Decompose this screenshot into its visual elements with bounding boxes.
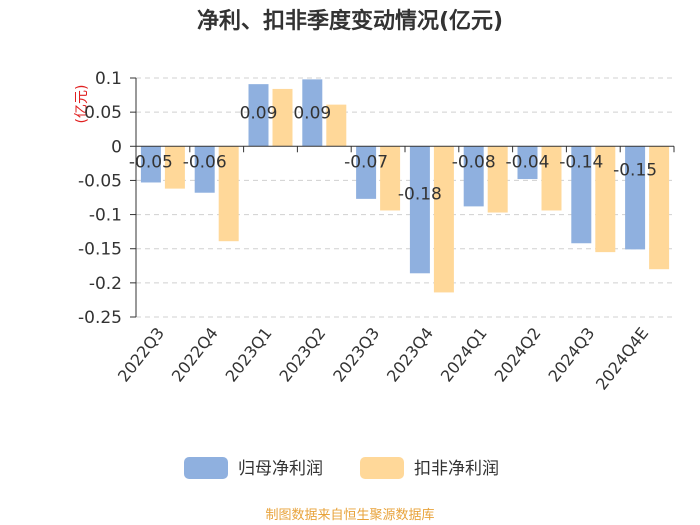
bar-series-2: [649, 146, 670, 270]
category-label: 2022Q3: [114, 324, 168, 386]
category-label: 2024Q4E: [592, 324, 652, 394]
category-label: 2023Q4: [383, 324, 437, 386]
bar-series-1: [248, 84, 269, 147]
bar-series-1: [409, 146, 430, 274]
bar-series-2: [541, 146, 562, 211]
legend-label-series-2: 扣非净利润: [414, 459, 499, 479]
data-label: 0.09: [293, 103, 331, 123]
legend: 归母净利润 扣非净利润: [184, 457, 499, 479]
bar-series-1: [302, 79, 323, 147]
axes: [130, 77, 675, 318]
y-tick-label: -0.1: [89, 206, 122, 226]
bar-series-1: [517, 146, 538, 180]
y-tick-label: -0.15: [78, 240, 122, 260]
y-axis-unit-label: (亿元): [74, 85, 90, 124]
data-label: -0.06: [183, 152, 227, 172]
bars: [140, 79, 670, 293]
category-label: 2023Q2: [275, 324, 329, 386]
y-tick-label: 0: [111, 137, 122, 157]
bar-series-2: [433, 146, 454, 293]
y-tick-label: -0.2: [89, 274, 122, 294]
bar-series-1: [463, 146, 484, 207]
data-label: -0.15: [613, 160, 657, 180]
legend-swatch-series-1: [184, 457, 228, 479]
data-label: -0.04: [506, 152, 550, 172]
bar-series-2: [272, 88, 293, 147]
source-note: 制图数据来自恒生聚源数据库: [265, 507, 434, 523]
y-tick-label: 0.1: [95, 69, 122, 89]
category-labels: 2022Q3 2022Q4 2023Q1 2023Q2 2023Q3 2023Q4 2024…: [114, 324, 652, 394]
y-tick-label: -0.05: [78, 171, 122, 191]
bar-series-1: [571, 146, 592, 244]
bar-series-2: [164, 146, 185, 189]
category-label: 2024Q2: [491, 324, 545, 386]
category-label: 2023Q1: [222, 324, 276, 386]
category-label: 2024Q3: [544, 324, 598, 386]
data-label: 0.09: [240, 103, 278, 123]
bar-series-2: [595, 146, 616, 253]
bar-series-1: [356, 146, 377, 199]
data-label: -0.07: [344, 152, 388, 172]
bar-series-2: [487, 146, 508, 213]
y-tick-label: -0.25: [78, 308, 122, 328]
bar-series-2: [326, 104, 347, 147]
bar-series-2: [380, 146, 401, 211]
bar-series-1: [140, 146, 161, 183]
bar-series-1: [625, 146, 646, 250]
bar-series-1: [194, 146, 215, 193]
chart-title: 净利、扣非季度变动情况(亿元): [197, 8, 503, 34]
data-label: -0.05: [129, 152, 173, 172]
legend-swatch-series-2: [360, 457, 404, 479]
category-label: 2024Q1: [437, 324, 491, 386]
y-tick-labels: 0.1 0.05 0 -0.05 -0.1 -0.15 -0.2 -0.25: [78, 69, 122, 328]
data-label: -0.18: [398, 184, 442, 204]
bar-series-2: [218, 146, 239, 242]
data-labels: -0.05 -0.06 0.09 0.09 -0.07 -0.18 -0.08 -0.04 -0…: [129, 103, 657, 204]
y-tick-label: 0.05: [84, 103, 122, 123]
category-label: 2023Q3: [329, 324, 383, 386]
data-label: -0.08: [452, 152, 496, 172]
legend-label-series-1: 归母净利润: [238, 459, 323, 479]
data-label: -0.14: [559, 152, 603, 172]
category-label: 2022Q4: [168, 324, 222, 386]
